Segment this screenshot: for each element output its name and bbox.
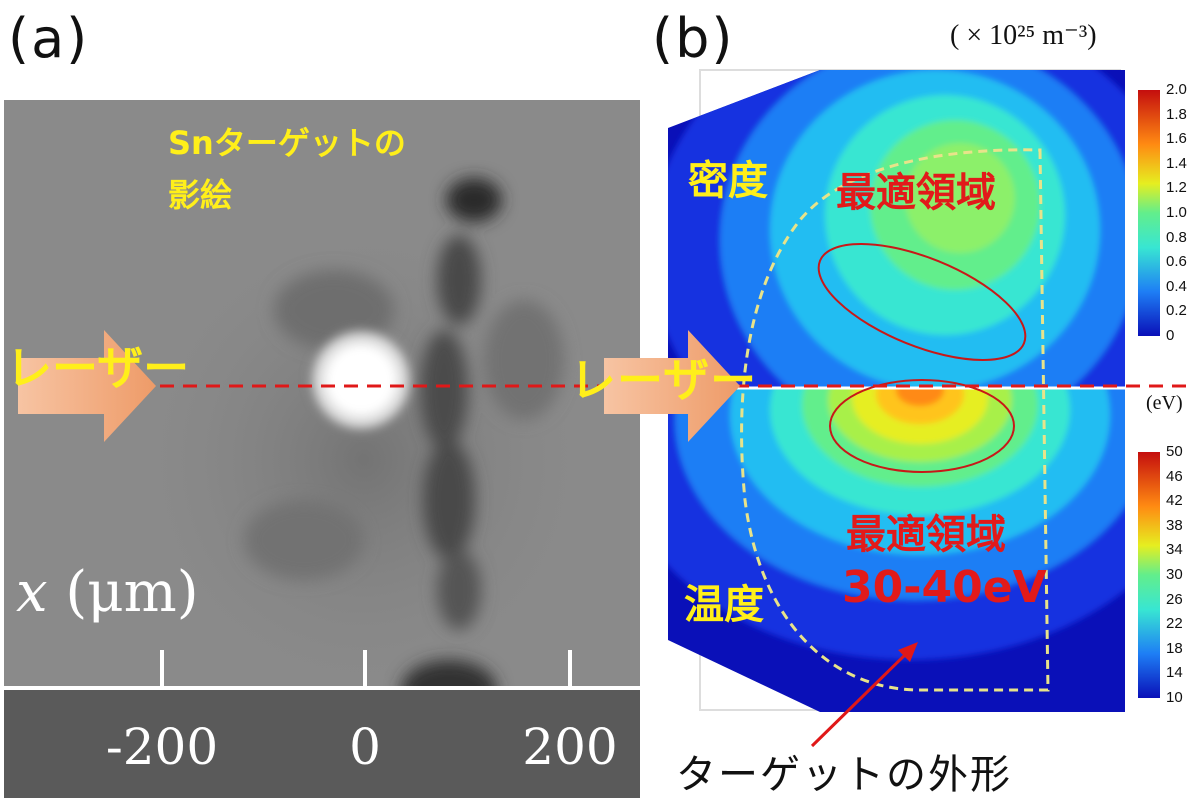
target-outline-label: ターゲットの外形 [676,752,1012,798]
density-label: 密度 [688,158,768,204]
target-shadow [244,178,564,720]
outline-pointer-head [898,642,918,662]
density-colorbar-tick: 1.6 [1166,130,1187,148]
density-colorbar-tick: 2.0 [1166,81,1187,98]
tick-label: 200 [522,718,618,776]
axis-strip [4,688,640,798]
shadow-label-line1: Snターゲットの [168,124,406,162]
density-colorbar-tick: 1.2 [1166,179,1187,197]
density-colorbar-tick: 1.8 [1166,105,1187,123]
shadowgraph-image [4,178,640,798]
density-colorbar-tick: 0.8 [1166,228,1187,246]
temperature-colorbar-tick: 42 [1166,492,1183,510]
laser-arrow [18,330,156,442]
axis-variable: x [16,560,48,625]
panel-b-label: (b) [652,7,735,70]
temperature-unit: (eV) [1146,392,1183,414]
temperature-colorbar-tick: 38 [1166,516,1183,534]
optimal-region-density [817,243,1027,361]
temperature-label: 温度 [684,582,764,628]
temperature-colorbar-tick: 14 [1166,664,1183,682]
plasma-haze [124,210,604,710]
laser-label: レーザー [6,341,190,395]
outline-pointer [810,648,912,748]
laser-arrow [604,330,740,442]
density-colorbar-tick: 0.2 [1166,302,1187,320]
shadowgraph-panel: Snターゲットの 影絵 レーザー x (μm) -200 0 200 [4,100,640,798]
optimal-region-label-bottom: 最適領域 [846,512,1006,558]
tick-label: -200 [105,718,219,776]
temperature-colorbar-tick: 30 [1166,566,1183,583]
temperature-colorbar-tick: 22 [1166,615,1183,633]
optimal-range-label: 30-40eV [842,562,1047,613]
temperature-colorbar-tick: 26 [1166,590,1183,608]
optimal-region-label-top: 最適領域 [836,170,996,216]
temperature-map [668,388,1125,712]
optimal-region-temperature [829,379,1015,473]
plasma-emission [305,324,417,436]
temperature-colorbar-tick: 34 [1166,541,1183,559]
panel-a-label: (a) [8,7,90,70]
density-colorbar-tick: 1.4 [1166,154,1187,172]
shadow-label-line2: 影絵 [168,176,233,214]
x-axis-title: x (μm) [16,560,199,625]
target-outline [740,148,1050,692]
axis-unit: (μm) [47,560,199,625]
density-colorbar [1138,90,1160,336]
tick-label: 0 [349,718,381,776]
density-colorbar-tick: 0.6 [1166,253,1187,271]
density-colorbar-tick: 0 [1166,327,1175,344]
temperature-colorbar-tick: 18 [1166,639,1183,657]
density-unit: ( × 10²⁵ m⁻³) [950,20,1097,51]
temperature-colorbar-tick: 10 [1166,689,1183,706]
laser-label-b: レーザー [570,353,758,407]
temperature-colorbar-tick: 50 [1166,443,1183,460]
density-map [668,70,1125,388]
density-colorbar-tick: 0.4 [1166,277,1187,295]
temperature-colorbar [1138,452,1160,698]
temperature-colorbar-tick: 46 [1166,467,1183,485]
density-colorbar-tick: 1.0 [1166,204,1187,221]
